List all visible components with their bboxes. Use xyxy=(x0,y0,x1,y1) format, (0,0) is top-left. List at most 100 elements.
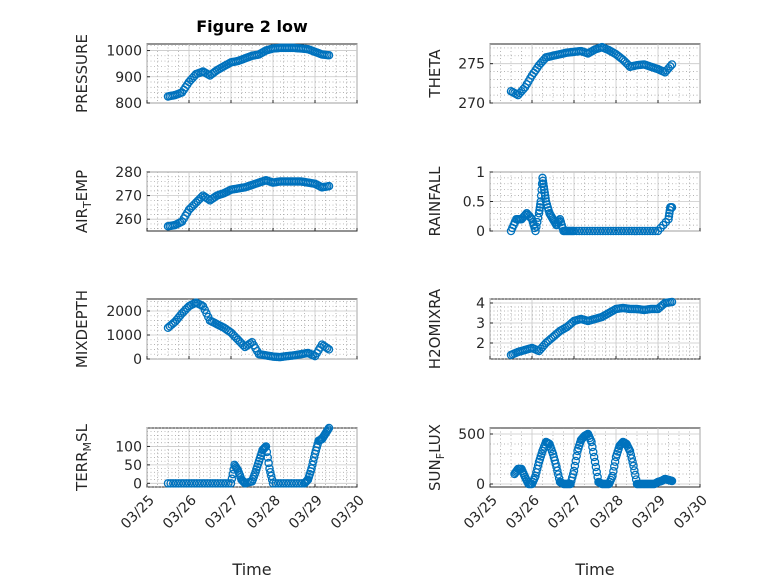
data-point xyxy=(289,479,299,488)
data-point xyxy=(221,479,230,488)
data-point xyxy=(591,462,601,472)
y-axis-label: AIRTEMP xyxy=(73,170,94,233)
data-point xyxy=(271,479,280,488)
data-point xyxy=(216,479,225,488)
data-point xyxy=(539,179,548,189)
data-point xyxy=(264,458,273,468)
data-point xyxy=(168,479,178,488)
x-axis-label-left: Time xyxy=(231,560,271,579)
data-point xyxy=(324,51,334,60)
data-point xyxy=(166,479,175,488)
data-point xyxy=(539,182,549,191)
x-tick-label: 03/25 xyxy=(118,493,158,533)
data-point xyxy=(624,226,634,236)
data-point xyxy=(664,211,674,221)
y-axis-label: H2OMIXRA xyxy=(426,288,444,369)
data-point xyxy=(171,479,181,488)
data-point xyxy=(203,479,212,488)
data-point xyxy=(635,226,644,236)
data-point xyxy=(554,470,563,479)
data-point xyxy=(609,226,618,236)
data-point xyxy=(538,176,548,186)
data-point xyxy=(609,466,618,476)
data-point xyxy=(664,214,673,224)
data-point xyxy=(622,226,631,236)
data-point xyxy=(572,226,581,236)
y-tick-label: 100 xyxy=(115,439,142,455)
data-point xyxy=(610,457,620,466)
data-point xyxy=(580,226,589,236)
data-point xyxy=(627,226,637,236)
panel-air-temp: 260 270 280 AIRTEMP xyxy=(73,165,358,233)
data-point xyxy=(587,437,596,447)
y-tick-label: 270 xyxy=(115,189,142,205)
panel-terr-msl: 0 50 100 03/25 03/26 03/27 03/28 03/29 03/30 TERR… xyxy=(73,423,368,532)
data-point xyxy=(640,226,650,236)
figure-title: Figure 2 low xyxy=(196,17,308,36)
panel-h2omixra: 2 3 4 H2OMIXRA xyxy=(426,288,701,369)
y-tick-label: 280 xyxy=(115,165,142,181)
data-point xyxy=(273,479,283,488)
data-point xyxy=(192,479,202,488)
data-point xyxy=(571,456,581,466)
data-point xyxy=(195,479,204,488)
data-point xyxy=(553,466,562,475)
y-tick-label: 900 xyxy=(115,70,142,86)
x-tick-label: 03/27 xyxy=(202,493,242,533)
data-point xyxy=(582,226,592,236)
data-point xyxy=(174,479,183,488)
data-point xyxy=(276,479,286,488)
data-point xyxy=(208,479,217,488)
data-point xyxy=(532,222,541,231)
x-tick-label: 03/28 xyxy=(587,493,627,533)
data-point xyxy=(632,226,642,236)
data-point xyxy=(284,479,293,488)
data-point xyxy=(569,226,579,236)
data-point xyxy=(533,217,542,227)
x-tick-label: 03/29 xyxy=(286,493,326,533)
x-tick-label: 03/30 xyxy=(328,493,368,533)
x-tick-label: 03/29 xyxy=(629,493,669,533)
y-tick-label: 50 xyxy=(124,458,142,474)
data-point xyxy=(590,226,600,236)
data-point xyxy=(538,173,547,183)
y-tick-label: 0 xyxy=(133,476,142,492)
data-point xyxy=(323,425,333,434)
data-point xyxy=(606,226,616,236)
data-point xyxy=(210,479,220,488)
data-point xyxy=(182,479,191,488)
y-tick-label: 4 xyxy=(476,296,485,312)
x-tick-label: 03/28 xyxy=(244,493,284,533)
panel-rainfall: 0 0.5 1 RAINFALL xyxy=(426,165,701,240)
data-point xyxy=(163,479,173,488)
y-tick-label: 0 xyxy=(476,224,485,240)
data-point xyxy=(268,479,278,488)
data-point xyxy=(666,62,675,71)
data-point xyxy=(585,226,595,236)
data-point xyxy=(197,479,207,488)
data-point xyxy=(575,226,584,236)
x-tick-label: 03/27 xyxy=(545,493,585,533)
data-point xyxy=(648,226,658,236)
data-point xyxy=(218,479,228,488)
y-tick-label: 270 xyxy=(458,96,485,112)
y-tick-label: 1000 xyxy=(106,328,142,344)
y-tick-label: 2 xyxy=(476,336,485,352)
data-point xyxy=(531,226,540,236)
data-point xyxy=(588,442,597,452)
y-tick-label: 260 xyxy=(115,212,142,228)
panel-sun-flux: 0 500 03/25 03/26 03/27 03/28 03/29 03/30 SUNFLU… xyxy=(426,424,711,532)
data-point xyxy=(589,452,599,462)
data-point xyxy=(263,453,272,462)
data-point xyxy=(589,447,598,457)
data-point xyxy=(322,343,332,353)
data-point xyxy=(617,226,626,236)
data-point xyxy=(534,209,544,218)
data-point xyxy=(667,297,677,307)
data-point xyxy=(625,446,635,456)
data-point xyxy=(189,479,199,488)
y-tick-label: 0 xyxy=(476,477,485,493)
data-point xyxy=(601,226,610,236)
data-point xyxy=(324,423,334,433)
